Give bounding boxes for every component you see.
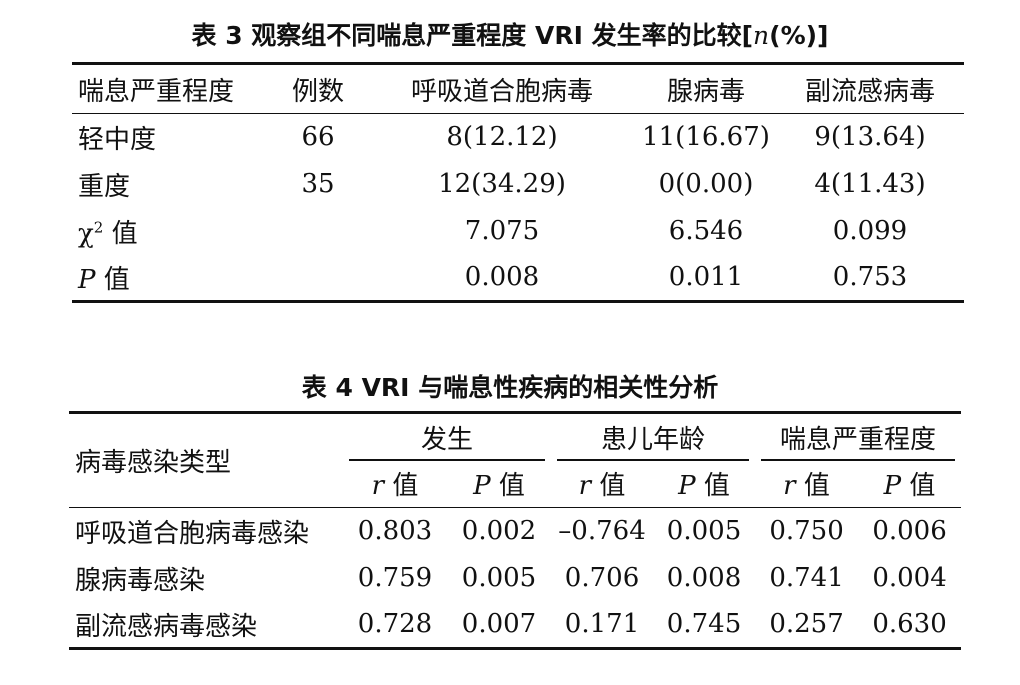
table-cell: 7.075 xyxy=(464,216,540,246)
table3-caption-prefix: 表 3 观察组不同喘息严重程度 VRI 发生率的比较[ xyxy=(191,21,754,50)
p-italic: P xyxy=(473,471,491,502)
table3-header-severity: 喘息严重程度 xyxy=(72,63,268,114)
table3-header-cases: 例数 xyxy=(268,63,368,114)
p-italic: P xyxy=(78,264,96,295)
chi-superscript: 2 xyxy=(93,217,104,236)
table-cell: 0.004 xyxy=(872,563,947,593)
table-cell: 0.257 xyxy=(769,609,844,640)
table-cell: 0.803 xyxy=(357,516,433,547)
table-cell: 轻中度 xyxy=(78,124,157,155)
table4: 病毒感染类型 发生 患儿年龄 喘息严重程度 r 值 P 值 r 值 P 值 r … xyxy=(69,411,962,650)
table-cell: 0.008 xyxy=(666,563,742,593)
table-row: 呼吸道合胞病毒感染 0.803 0.002 –0.764 0.005 0.750… xyxy=(69,508,961,555)
table-cell: 0.745 xyxy=(666,609,742,640)
table-row: 腺病毒感染 0.759 0.005 0.706 0.008 0.741 0.00… xyxy=(69,555,961,602)
table4-group-header-row: 病毒感染类型 发生 患儿年龄 喘息严重程度 xyxy=(69,412,961,508)
table-cell: 重度 xyxy=(78,171,131,202)
table-cell: 0.706 xyxy=(564,563,640,593)
table3-p-row: P 值 0.008 0.011 0.753 xyxy=(72,255,964,302)
table3: 喘息严重程度 例数 呼吸道合胞病毒 腺病毒 副流感病毒 轻中度 66 8(12.… xyxy=(72,62,964,303)
r-italic: r xyxy=(783,471,796,502)
r-italic: r xyxy=(371,471,385,502)
table-cell: 腺病毒感染 xyxy=(75,565,206,596)
table3-caption-suffix: (%)] xyxy=(769,21,829,50)
value-suffix: 值 xyxy=(591,471,626,502)
table4-header-virus-type: 病毒感染类型 xyxy=(69,412,343,508)
table-row: 重度 35 12(34.29) 0(0.00) 4(11.43) xyxy=(72,161,964,208)
table3-chi-row: χ2 值 7.075 6.546 0.099 xyxy=(72,208,964,255)
p-value-header: P 值 xyxy=(858,460,962,508)
table-cell: 0.759 xyxy=(357,563,433,593)
table-cell: 0.171 xyxy=(564,609,640,640)
table-cell: 0.008 xyxy=(464,262,540,293)
p-italic: P xyxy=(883,471,902,502)
table-cell: 12(34.29) xyxy=(438,169,566,199)
p-label-suffix: 值 xyxy=(95,264,130,295)
table3-header-parainfluenza: 副流感病毒 xyxy=(776,63,964,114)
table-cell: 0.099 xyxy=(832,216,908,246)
value-suffix: 值 xyxy=(384,471,419,502)
table3-caption-n: n xyxy=(753,21,770,50)
table3-header-adenovirus: 腺病毒 xyxy=(636,63,776,114)
r-value-header: r 值 xyxy=(343,460,447,508)
table-cell: 66 xyxy=(301,122,335,153)
p-value-header: P 值 xyxy=(653,460,756,508)
table-cell: 0.741 xyxy=(769,563,844,593)
table-cell: 0.011 xyxy=(668,262,744,293)
table-row: 轻中度 66 8(12.12) 11(16.67) 9(13.64) xyxy=(72,114,964,161)
table-cell: 0(0.00) xyxy=(658,169,754,199)
table-cell: 11(16.67) xyxy=(642,122,770,153)
r-italic: r xyxy=(578,471,592,502)
table-cell: 0.728 xyxy=(357,609,433,640)
table-cell: 0.750 xyxy=(769,516,844,547)
table-cell: 9(13.64) xyxy=(814,122,926,153)
table-cell: 0.006 xyxy=(872,516,947,547)
table4-subheader-row: r 值 P 值 r 值 P 值 r 值 P 值 xyxy=(69,460,962,508)
r-value-header: r 值 xyxy=(551,460,654,508)
table-cell: 0.005 xyxy=(666,516,742,547)
group-label: 患儿年龄 xyxy=(601,424,706,455)
table-cell: 0.630 xyxy=(872,609,947,640)
table-cell: –0.764 xyxy=(558,516,646,547)
group-rule xyxy=(761,459,956,461)
table-row: 副流感病毒感染 0.728 0.007 0.171 0.745 0.257 0.… xyxy=(69,602,961,649)
chi-label-suffix: 值 xyxy=(103,218,138,249)
table4-group-age: 患儿年龄 xyxy=(551,413,755,461)
table-cell: 呼吸道合胞病毒感染 xyxy=(75,518,310,549)
table-cell: 副流感病毒感染 xyxy=(75,611,258,642)
table4-caption: 表 4 VRI 与喘息性疾病的相关性分析 xyxy=(301,373,719,402)
table-cell: 0.002 xyxy=(461,516,537,547)
table-cell: 0.753 xyxy=(832,262,908,293)
value-suffix: 值 xyxy=(695,471,730,502)
value-suffix: 值 xyxy=(901,471,936,502)
p-value-label: P 值 xyxy=(72,255,268,302)
r-value-header: r 值 xyxy=(755,460,859,508)
group-label: 发生 xyxy=(421,424,474,455)
table3-header-row: 喘息严重程度 例数 呼吸道合胞病毒 腺病毒 副流感病毒 xyxy=(72,63,964,114)
table-cell: 4(11.43) xyxy=(814,169,926,199)
table3-caption: 表 3 观察组不同喘息严重程度 VRI 发生率的比较[n(%)] xyxy=(0,16,1020,52)
p-value-header: P 值 xyxy=(447,460,552,508)
table4-group-occurrence: 发生 xyxy=(343,413,551,461)
table-cell-empty xyxy=(268,208,368,255)
group-label: 喘息严重程度 xyxy=(780,424,937,455)
chi-symbol: χ xyxy=(78,218,94,249)
table-cell: 6.546 xyxy=(668,216,744,246)
table4-group-severity: 喘息严重程度 xyxy=(755,413,961,461)
group-rule xyxy=(557,459,750,461)
table3-header-rsv: 呼吸道合胞病毒 xyxy=(368,63,636,114)
value-suffix: 值 xyxy=(795,471,830,502)
group-rule xyxy=(349,459,546,461)
value-suffix: 值 xyxy=(490,471,525,502)
table-cell: 0.007 xyxy=(461,609,537,640)
table-cell: 35 xyxy=(301,169,335,199)
p-italic: P xyxy=(678,471,696,502)
table-cell-empty xyxy=(268,255,368,302)
table-cell: 8(12.12) xyxy=(446,122,558,153)
table-cell: 0.005 xyxy=(461,563,537,593)
chi-square-label: χ2 值 xyxy=(72,208,268,255)
